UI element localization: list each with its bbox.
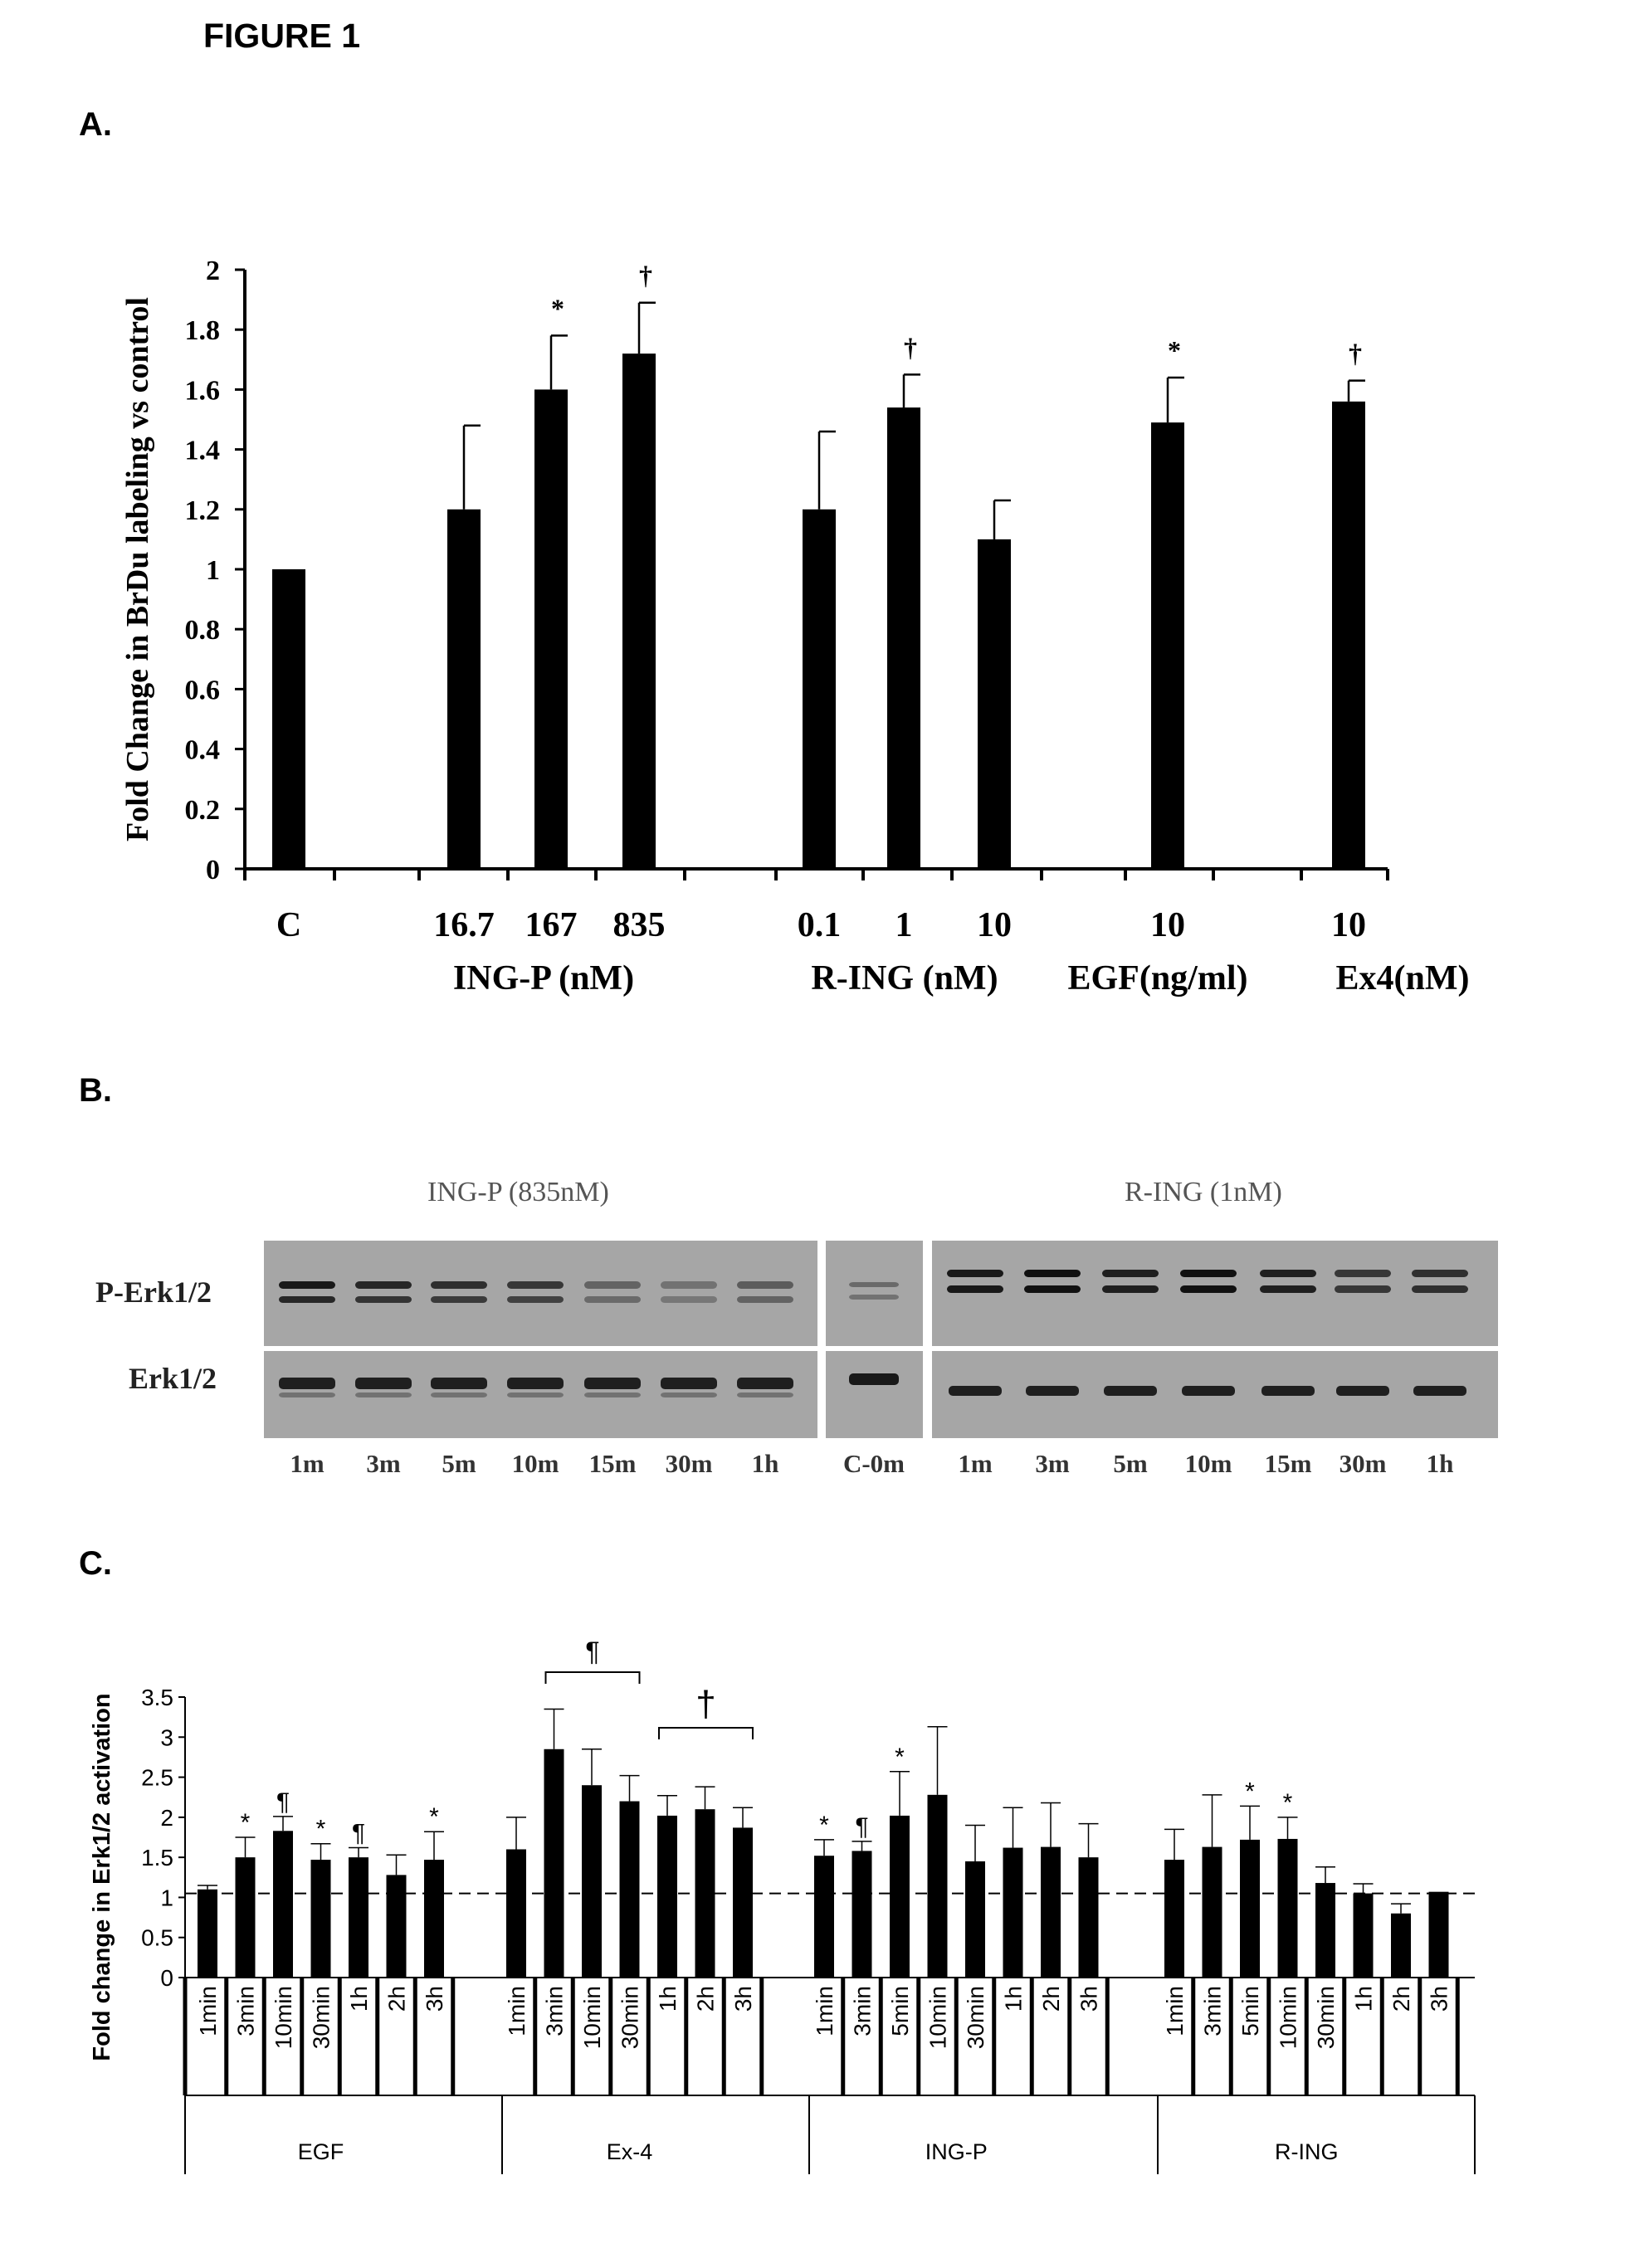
significance-mark-c: * (241, 1809, 251, 1836)
significance-mark-c: * (1283, 1789, 1293, 1817)
bar-c (1203, 1847, 1222, 1978)
bar-c (620, 1802, 640, 1978)
significance-mark-c: ¶ (276, 1788, 290, 1816)
group-label-c: Ex-4 (607, 2139, 653, 2164)
x-tick-label-c: 10min (925, 1986, 951, 2049)
bar-c (1164, 1860, 1184, 1978)
x-tick-label-c: 2h (1038, 1986, 1064, 2012)
significance-mark-c: * (429, 1803, 439, 1831)
bar-c (1315, 1883, 1335, 1978)
group-label-c: EGF (298, 2139, 344, 2164)
bar-c (814, 1856, 834, 1978)
x-tick-label-c: 2h (693, 1986, 719, 2012)
x-tick-label-c: 5min (1237, 1986, 1263, 2036)
y-tick-label-c: 2 (160, 1805, 173, 1831)
bar-c (890, 1816, 910, 1978)
y-tick-label-c: 0.5 (141, 1925, 173, 1951)
bar-c (1003, 1848, 1023, 1978)
bar-c (1354, 1894, 1374, 1978)
significance-mark-c: ¶ (352, 1820, 365, 1847)
bracket-label-c: ¶ (585, 1636, 599, 1666)
bar-c (1429, 1892, 1449, 1978)
x-tick-label-c: 30min (309, 1986, 334, 2049)
group-label-c: ING-P (925, 2139, 988, 2164)
bar-c (349, 1857, 368, 1978)
bar-c (424, 1860, 444, 1978)
bar-c (657, 1816, 677, 1978)
bracket-c (659, 1728, 753, 1739)
x-tick-label-c: 1h (1351, 1986, 1377, 2012)
y-tick-label-c: 3.5 (141, 1685, 173, 1710)
bar-c (236, 1857, 256, 1978)
x-tick-label-c: 3h (422, 1986, 447, 2012)
bar-c (1391, 1914, 1411, 1978)
significance-mark-c: ¶ (855, 1813, 868, 1841)
bar-c (273, 1831, 293, 1978)
bar-c (928, 1795, 948, 1978)
bar-c (544, 1749, 564, 1978)
bar-c (733, 1827, 753, 1978)
bar-c (1278, 1839, 1298, 1978)
bracket-label-c: † (695, 1684, 715, 1724)
y-tick-label-c: 3 (160, 1724, 173, 1750)
bar-c (387, 1875, 407, 1978)
bar-c (582, 1785, 602, 1978)
y-tick-label-c: 0 (160, 1965, 173, 1991)
x-tick-label-c: 1h (346, 1986, 372, 2012)
x-tick-label-c: 3min (233, 1986, 259, 2036)
x-tick-label-c: 3min (542, 1986, 568, 2036)
x-tick-label-c: 3h (1427, 1986, 1452, 2012)
x-tick-label-c: 30min (963, 1986, 988, 2049)
bar-c (311, 1860, 331, 1978)
x-tick-label-c: 10min (271, 1986, 296, 2049)
x-tick-label-c: 3h (730, 1986, 756, 2012)
x-tick-label-c: 1min (1162, 1986, 1188, 2036)
x-tick-label-c: 1min (504, 1986, 529, 2036)
y-axis-label-c: Fold change in Erk1/2 activation (89, 1693, 115, 2061)
group-label-c: R-ING (1275, 2139, 1339, 2164)
x-tick-label-c: 3min (850, 1986, 876, 2036)
bar-c (1041, 1847, 1061, 1978)
x-tick-label-c: 1min (195, 1986, 221, 2036)
x-tick-label-c: 2h (384, 1986, 410, 2012)
significance-mark-c: * (895, 1744, 905, 1771)
significance-mark-c: * (316, 1816, 326, 1843)
y-tick-label-c: 1 (160, 1885, 173, 1910)
x-tick-label-c: 30min (617, 1986, 643, 2049)
x-tick-label-c: 10min (579, 1986, 605, 2049)
bar-c (965, 1861, 985, 1978)
bar-c (1240, 1840, 1260, 1978)
x-tick-label-c: 30min (1313, 1986, 1339, 2049)
significance-mark-c: * (1245, 1778, 1255, 1805)
x-tick-label-c: 5min (887, 1986, 913, 2036)
bar-c (695, 1809, 715, 1978)
bar-c (506, 1849, 526, 1978)
x-tick-label-c: 1h (655, 1986, 681, 2012)
bar-c (852, 1851, 872, 1978)
x-tick-label-c: 3min (1200, 1986, 1226, 2036)
x-tick-label-c: 1min (812, 1986, 837, 2036)
y-tick-label-c: 2.5 (141, 1765, 173, 1791)
y-tick-label-c: 1.5 (141, 1845, 173, 1870)
x-tick-label-c: 1h (1001, 1986, 1027, 2012)
x-tick-label-c: 3h (1076, 1986, 1102, 2012)
x-tick-label-c: 2h (1388, 1986, 1414, 2012)
significance-mark-c: * (819, 1812, 829, 1839)
x-tick-label-c: 10min (1276, 1986, 1301, 2049)
bar-c (198, 1890, 217, 1978)
bar-c (1079, 1857, 1099, 1978)
bracket-c (546, 1672, 640, 1684)
